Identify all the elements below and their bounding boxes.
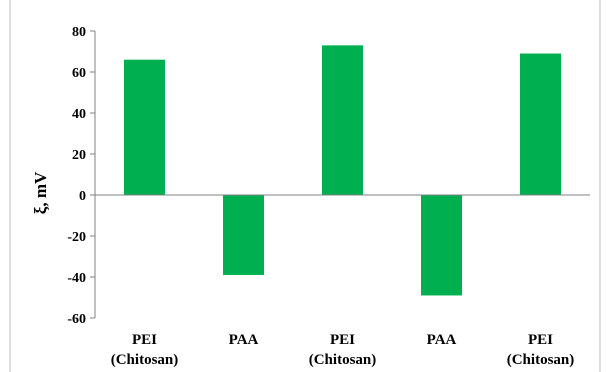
y-tick-label: 60	[72, 66, 86, 81]
chart-frame	[9, 0, 601, 372]
y-axis: 80 60 40 20 0 -20 -40 -60	[67, 25, 96, 327]
x-category-label: PAA	[427, 332, 457, 348]
y-tick-label: 80	[72, 25, 86, 40]
bar-2	[223, 195, 264, 275]
bar-3	[322, 45, 363, 195]
x-category-label: PEI (Chitosan)	[111, 332, 179, 368]
y-axis-title: ξ, mV	[31, 171, 50, 214]
bar-5	[520, 53, 561, 195]
y-tick-label: 20	[72, 148, 86, 163]
bar-series	[124, 45, 561, 296]
y-tick-label: -40	[67, 271, 86, 286]
y-tick-label: -20	[67, 230, 86, 245]
bar-1	[124, 59, 165, 196]
y-tick-label: -60	[67, 312, 86, 327]
x-category-label: PEI (Chitosan)	[309, 332, 377, 368]
x-category-label: PEI (Chitosan)	[507, 332, 575, 368]
x-category-label: PAA	[229, 332, 259, 348]
category-labels: PEI (Chitosan) PAA PEI (Chitosan) PAA PEI (Chit…	[111, 332, 575, 368]
y-tick-label: 0	[79, 189, 86, 204]
y-tick-label: 40	[72, 107, 86, 122]
bar-4	[421, 195, 462, 296]
